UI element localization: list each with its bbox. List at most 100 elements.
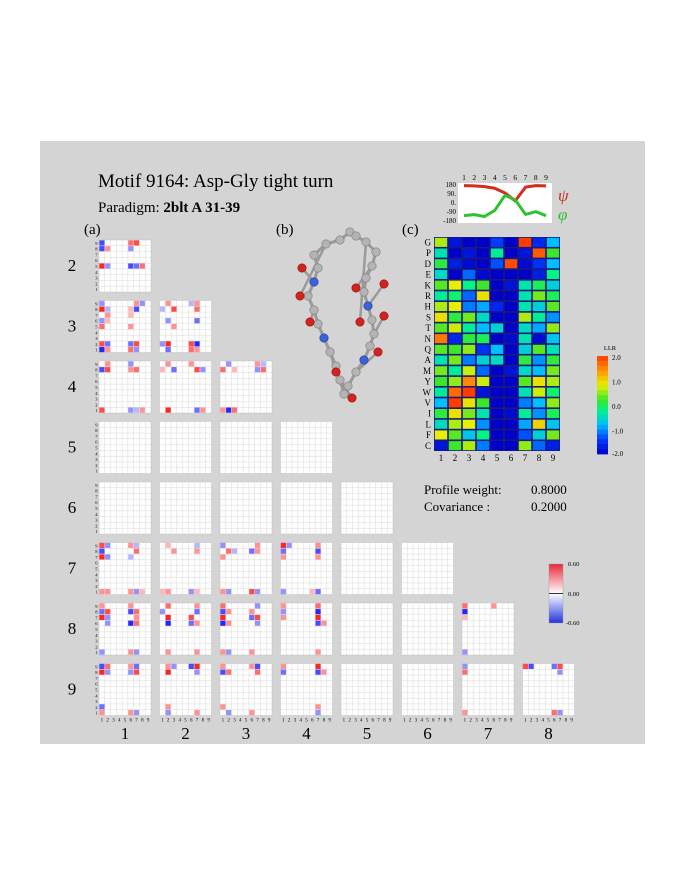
heatmap-cell [532, 355, 546, 365]
heatmap-cell [532, 280, 546, 290]
covariance-value-square [171, 306, 177, 312]
heatmap-cell [532, 302, 546, 312]
covariance-value-square [462, 649, 468, 655]
cell-axis-tick: 9 [207, 719, 210, 724]
covariance-value-square [128, 407, 134, 413]
covariance-value-square [194, 589, 200, 595]
cell-axis-tick: 9 [95, 301, 98, 306]
covariance-value-square [99, 240, 105, 246]
heatmap-cell [504, 344, 518, 354]
covariance-value-square [226, 361, 232, 367]
covariance-value-square [249, 609, 255, 615]
heatmap-cell [448, 280, 462, 290]
heatmap-cell [518, 291, 532, 301]
covariance-value-square [139, 407, 145, 413]
covariance-value-square [249, 614, 255, 621]
row-label: 5 [68, 438, 77, 457]
covariance-value-square [105, 367, 111, 373]
covariance-value-square [165, 704, 171, 710]
heatmap-cell [448, 387, 462, 397]
cell-axis-tick: 5 [124, 719, 127, 724]
covariance-value-square [188, 341, 194, 347]
covariance-value-square [200, 407, 206, 413]
covariance-value-square [165, 300, 171, 306]
heatmap-cell [518, 248, 532, 258]
cell-axis-tick: 7 [95, 434, 98, 439]
cell-gridlines [220, 663, 272, 716]
cell-axis-tick: 7 [95, 676, 98, 681]
heatmap-cell [476, 419, 490, 429]
heatmap-cell [504, 430, 518, 440]
heatmap-cell [434, 366, 448, 376]
covariance-value-square [254, 663, 261, 669]
covariance-value-square [165, 361, 171, 367]
cell-axis-tick: 5 [95, 446, 98, 451]
bond [298, 243, 328, 297]
heatmap-cell [462, 387, 476, 397]
llr-colorbar-tick: -1.0 [612, 428, 624, 436]
covariance-value-square [220, 407, 226, 413]
heatmap-cell [448, 269, 462, 279]
covariance-value-square [128, 347, 134, 353]
cell-axis-tick: 6 [95, 621, 98, 626]
cell-axis-tick: 6 [251, 719, 254, 724]
covariance-value-square [105, 347, 111, 353]
covariance-value-square [226, 669, 232, 675]
heatmap-cell [518, 334, 532, 344]
cell-axis-tick: 8 [323, 719, 326, 724]
heatmap-cell [532, 419, 546, 429]
cell-axis-tick: 3 [354, 719, 357, 724]
heatmap-cell [490, 302, 504, 312]
heatmap-row-label: F [426, 430, 431, 440]
heatmap-cell [462, 302, 476, 312]
heatmap-cell [518, 441, 532, 451]
heatmap-cell [448, 323, 462, 333]
heatmap-cell [532, 334, 546, 344]
covariance-value-square [99, 263, 105, 269]
heatmap-cell [448, 259, 462, 269]
covariance-value-square [194, 318, 200, 324]
heatmap-cell [490, 312, 504, 322]
covariance-value-square [133, 300, 140, 306]
cell-background [280, 421, 333, 474]
covariance-value-square [280, 589, 286, 595]
covariance-value-square [105, 669, 111, 675]
heatmap-cell [476, 387, 490, 397]
covariance-cell [159, 542, 212, 595]
cell-axis-tick: 4 [95, 572, 98, 577]
column-label: 2 [181, 724, 190, 743]
row-label: 9 [68, 680, 77, 699]
heatmap-row-label: G [425, 238, 432, 248]
covariance-value-square [260, 361, 266, 367]
heatmap-cell [490, 419, 504, 429]
cell-axis-tick: 9 [95, 664, 98, 669]
covariance-value-square [280, 548, 286, 554]
angle-x-tick: 4 [493, 173, 497, 182]
covariance-value-square [194, 347, 200, 353]
heatmap-cell [448, 291, 462, 301]
covariance-value-square [105, 620, 111, 626]
cell-axis-tick: 3 [95, 276, 98, 281]
heatmap-cell [546, 237, 560, 247]
cell-axis-tick: 7 [317, 719, 320, 724]
cell-gridlines [341, 603, 393, 655]
heatmap-column-label: 3 [467, 453, 472, 463]
heatmap-cell [504, 269, 518, 279]
covariance-value-square [105, 589, 111, 595]
llr-colorbar-step [597, 434, 608, 440]
heatmap-row-label: V [425, 398, 432, 408]
paradigm-line: Paradigm: 2blt A 31-39 [98, 200, 240, 217]
cell-background [461, 602, 515, 656]
heatmap-cell [518, 323, 532, 333]
heatmap-cell [434, 376, 448, 386]
heatmap-cell [448, 344, 462, 354]
angle-x-tick: 2 [472, 173, 476, 182]
cell-axis-tick: 9 [570, 719, 573, 724]
covariance-value-square [249, 548, 255, 554]
colorbar-tick-label: 0.00 [568, 591, 579, 598]
cell-axis-tick: 4 [118, 719, 121, 724]
